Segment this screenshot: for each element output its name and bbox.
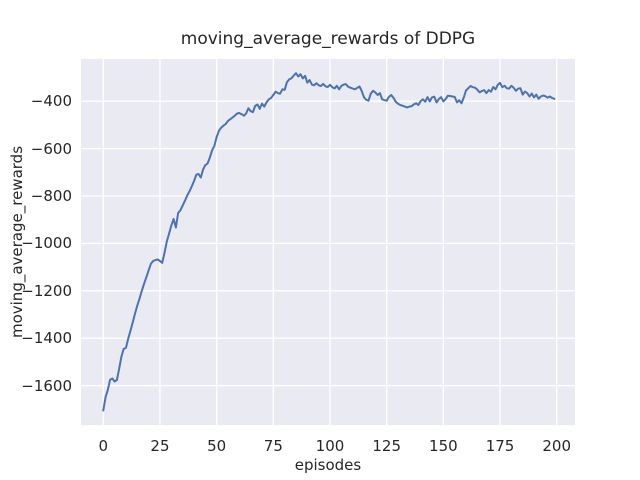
y-tick-label: −600	[30, 139, 72, 158]
axes-background	[81, 59, 575, 425]
x-axis-label: episodes	[294, 456, 362, 474]
y-tick-label: −1000	[21, 234, 72, 253]
y-tick-label: −1200	[21, 281, 72, 300]
y-tick-label: −400	[30, 92, 72, 111]
x-tick-label: 100	[315, 437, 345, 455]
x-tick-label: 75	[263, 437, 283, 455]
chart-title: moving_average_rewards of DDPG	[180, 29, 476, 49]
y-tick-label: −800	[30, 187, 72, 205]
y-tick-label: −1600	[21, 376, 72, 395]
reward-line	[102, 72, 556, 412]
x-tick-label: 200	[542, 437, 572, 455]
x-tick-label: 25	[150, 437, 170, 455]
x-tick-label: 125	[372, 437, 401, 455]
x-tick-label: 0	[98, 437, 109, 455]
x-tick-label: 175	[485, 437, 515, 455]
x-tick-label: 50	[207, 437, 227, 455]
x-tick-label: 150	[429, 437, 458, 455]
y-tick-label: −1400	[21, 329, 72, 348]
